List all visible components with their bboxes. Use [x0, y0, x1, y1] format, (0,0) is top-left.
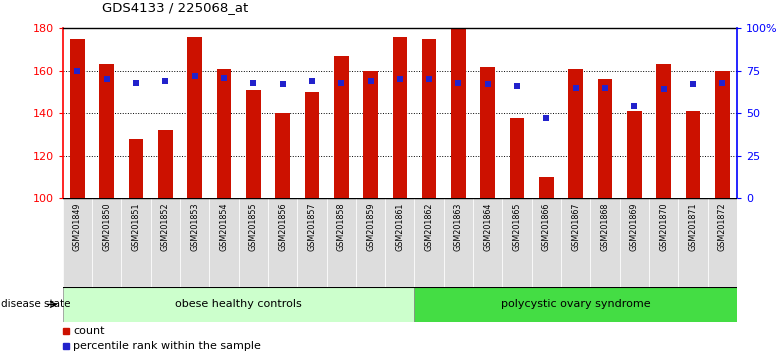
Bar	[327, 198, 356, 287]
Text: GSM201868: GSM201868	[601, 202, 609, 251]
Text: GSM201866: GSM201866	[542, 202, 551, 251]
Bar	[100, 64, 114, 198]
Bar	[151, 198, 180, 287]
Bar	[268, 198, 297, 287]
Bar	[238, 198, 268, 287]
Bar	[385, 198, 415, 287]
Bar	[129, 139, 143, 198]
Text: GSM201865: GSM201865	[513, 202, 521, 251]
Text: GSM201870: GSM201870	[659, 202, 668, 251]
Bar	[180, 198, 209, 287]
Bar	[597, 79, 612, 198]
Bar	[415, 198, 444, 287]
Text: disease state: disease state	[1, 299, 71, 309]
Text: GDS4133 / 225068_at: GDS4133 / 225068_at	[102, 1, 249, 14]
Bar	[561, 198, 590, 287]
Text: polycystic ovary syndrome: polycystic ovary syndrome	[501, 299, 651, 309]
Bar	[444, 198, 473, 287]
Text: GSM201862: GSM201862	[425, 202, 434, 251]
Bar	[649, 198, 678, 287]
Bar	[304, 92, 319, 198]
Bar	[473, 198, 503, 287]
Bar	[708, 198, 737, 287]
Text: GSM201858: GSM201858	[336, 202, 346, 251]
Bar	[568, 69, 583, 198]
Bar	[590, 198, 619, 287]
Text: GSM201871: GSM201871	[688, 202, 698, 251]
Bar	[246, 90, 260, 198]
Bar	[532, 198, 561, 287]
Bar	[627, 111, 641, 198]
Bar	[216, 69, 231, 198]
Text: GSM201853: GSM201853	[191, 202, 199, 251]
Bar	[356, 198, 385, 287]
Text: GSM201869: GSM201869	[630, 202, 639, 251]
Text: obese healthy controls: obese healthy controls	[176, 299, 302, 309]
Text: GSM201863: GSM201863	[454, 202, 463, 251]
Bar	[334, 56, 349, 198]
Text: GSM201867: GSM201867	[572, 202, 580, 251]
Bar	[656, 64, 671, 198]
Bar	[715, 71, 730, 198]
Bar	[63, 287, 415, 322]
Text: GSM201861: GSM201861	[395, 202, 405, 251]
Bar	[70, 39, 85, 198]
Text: GSM201852: GSM201852	[161, 202, 170, 251]
Bar	[481, 67, 495, 198]
Bar	[686, 111, 700, 198]
Bar	[393, 37, 407, 198]
Text: GSM201859: GSM201859	[366, 202, 375, 251]
Bar	[678, 198, 708, 287]
Bar	[122, 198, 151, 287]
Text: GSM201851: GSM201851	[132, 202, 140, 251]
Bar	[510, 118, 524, 198]
Text: percentile rank within the sample: percentile rank within the sample	[74, 341, 261, 350]
Bar	[297, 198, 327, 287]
Bar	[275, 113, 290, 198]
Bar	[363, 71, 378, 198]
Bar	[619, 198, 649, 287]
Bar	[451, 28, 466, 198]
Text: GSM201854: GSM201854	[220, 202, 228, 251]
Text: GSM201849: GSM201849	[73, 202, 82, 251]
Bar	[187, 37, 202, 198]
Text: GSM201850: GSM201850	[102, 202, 111, 251]
Bar	[503, 198, 532, 287]
Text: GSM201856: GSM201856	[278, 202, 287, 251]
Text: GSM201857: GSM201857	[307, 202, 317, 251]
Text: GSM201855: GSM201855	[249, 202, 258, 251]
Bar	[158, 130, 172, 198]
Text: GSM201864: GSM201864	[483, 202, 492, 251]
Bar	[92, 198, 122, 287]
Bar	[63, 198, 92, 287]
Bar	[422, 39, 437, 198]
Text: GSM201872: GSM201872	[718, 202, 727, 251]
Text: count: count	[74, 326, 105, 336]
Bar	[539, 177, 554, 198]
Bar	[209, 198, 238, 287]
Bar	[415, 287, 737, 322]
